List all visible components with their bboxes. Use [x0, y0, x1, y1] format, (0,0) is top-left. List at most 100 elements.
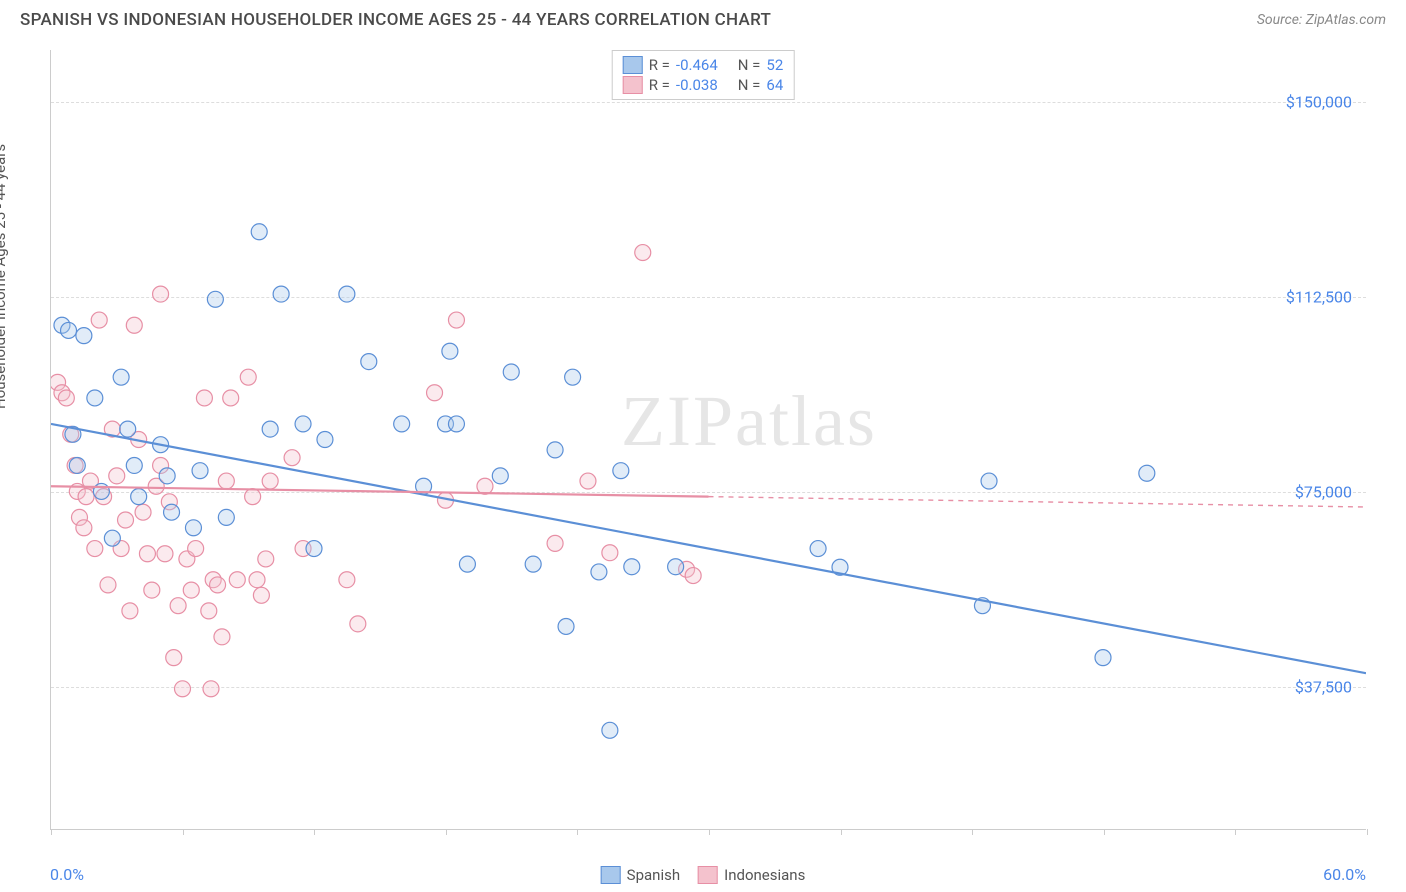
- data-point: [251, 224, 267, 240]
- data-point: [477, 478, 493, 494]
- data-point: [350, 616, 366, 632]
- data-point: [118, 512, 134, 528]
- data-point: [170, 598, 186, 614]
- data-point: [295, 416, 311, 432]
- data-point: [306, 541, 322, 557]
- x-tick: [841, 829, 842, 835]
- data-point: [210, 577, 226, 593]
- data-point: [153, 286, 169, 302]
- data-point: [207, 291, 223, 307]
- data-point: [192, 463, 208, 479]
- legend-swatch: [698, 866, 718, 884]
- data-point: [76, 520, 92, 536]
- data-point: [284, 450, 300, 466]
- legend-r-value: -0.038: [676, 76, 718, 94]
- x-max-label: 60.0%: [1323, 865, 1366, 884]
- data-point: [218, 509, 234, 525]
- data-point: [69, 457, 85, 473]
- data-point: [448, 312, 464, 328]
- data-point: [459, 556, 475, 572]
- legend-r-label: R =: [649, 56, 670, 74]
- data-point: [183, 582, 199, 598]
- legend-r-label: R =: [649, 76, 670, 94]
- data-point: [144, 582, 160, 598]
- data-point: [339, 286, 355, 302]
- data-point: [525, 556, 541, 572]
- correlation-legend: R = -0.464 N = 52 R = -0.038 N = 64: [612, 50, 795, 100]
- data-point: [580, 473, 596, 489]
- x-tick: [314, 829, 315, 835]
- data-point: [157, 546, 173, 562]
- data-point: [166, 650, 182, 666]
- data-point: [262, 473, 278, 489]
- data-point: [203, 681, 219, 697]
- data-point: [61, 322, 77, 338]
- data-point: [188, 541, 204, 557]
- data-point: [602, 545, 618, 561]
- x-tick: [51, 829, 52, 835]
- data-point: [104, 530, 120, 546]
- data-point: [565, 369, 581, 385]
- x-min-label: 0.0%: [50, 865, 84, 884]
- x-tick: [1235, 829, 1236, 835]
- legend-r-value: -0.464: [676, 56, 718, 74]
- trend-line-extrapolated: [709, 497, 1367, 507]
- x-tick: [577, 829, 578, 835]
- data-point: [442, 343, 458, 359]
- data-point: [159, 468, 175, 484]
- legend-row: R = -0.464 N = 52: [623, 55, 784, 75]
- data-point: [262, 421, 278, 437]
- data-point: [135, 504, 151, 520]
- source-attribution: Source: ZipAtlas.com: [1257, 12, 1386, 28]
- data-point: [87, 390, 103, 406]
- series-legend: Spanish Indonesians: [601, 866, 806, 884]
- data-point: [175, 681, 191, 697]
- x-tick: [1367, 829, 1368, 835]
- data-point: [492, 468, 508, 484]
- data-point: [613, 463, 629, 479]
- data-point: [394, 416, 410, 432]
- data-point: [547, 535, 563, 551]
- legend-swatch: [623, 76, 643, 94]
- data-point: [448, 416, 464, 432]
- x-tick: [1104, 829, 1105, 835]
- data-point: [87, 541, 103, 557]
- data-point: [339, 572, 355, 588]
- data-point: [503, 364, 519, 380]
- chart-title: SPANISH VS INDONESIAN HOUSEHOLDER INCOME…: [20, 10, 771, 30]
- data-point: [196, 390, 212, 406]
- y-axis-label: Householder Income Ages 25 - 44 years: [0, 144, 9, 409]
- data-point: [126, 457, 142, 473]
- data-point: [245, 489, 261, 505]
- legend-series-label: Spanish: [627, 866, 680, 884]
- data-point: [624, 559, 640, 575]
- data-point: [218, 473, 234, 489]
- legend-n-label: N =: [738, 56, 761, 74]
- data-point: [139, 546, 155, 562]
- chart-plot-area: ZIPatlas $37,500$75,000$112,500$150,000: [50, 50, 1366, 830]
- data-point: [78, 489, 94, 505]
- data-point: [558, 618, 574, 634]
- data-point: [547, 442, 563, 458]
- legend-item: Spanish: [601, 866, 680, 884]
- legend-n-label: N =: [738, 76, 761, 94]
- data-point: [113, 369, 129, 385]
- data-point: [668, 559, 684, 575]
- data-point: [126, 317, 142, 333]
- legend-series-label: Indonesians: [724, 866, 805, 884]
- data-point: [249, 572, 265, 588]
- legend-row: R = -0.038 N = 64: [623, 75, 784, 95]
- legend-swatch: [601, 866, 621, 884]
- trend-line: [51, 424, 1366, 673]
- data-point: [253, 587, 269, 603]
- data-point: [223, 390, 239, 406]
- legend-n-value: 64: [766, 76, 783, 94]
- data-point: [635, 245, 651, 261]
- data-point: [164, 504, 180, 520]
- data-point: [602, 722, 618, 738]
- legend-n-value: 52: [766, 56, 783, 74]
- x-tick: [183, 829, 184, 835]
- data-point: [93, 483, 109, 499]
- data-point: [185, 520, 201, 536]
- legend-swatch: [623, 56, 643, 74]
